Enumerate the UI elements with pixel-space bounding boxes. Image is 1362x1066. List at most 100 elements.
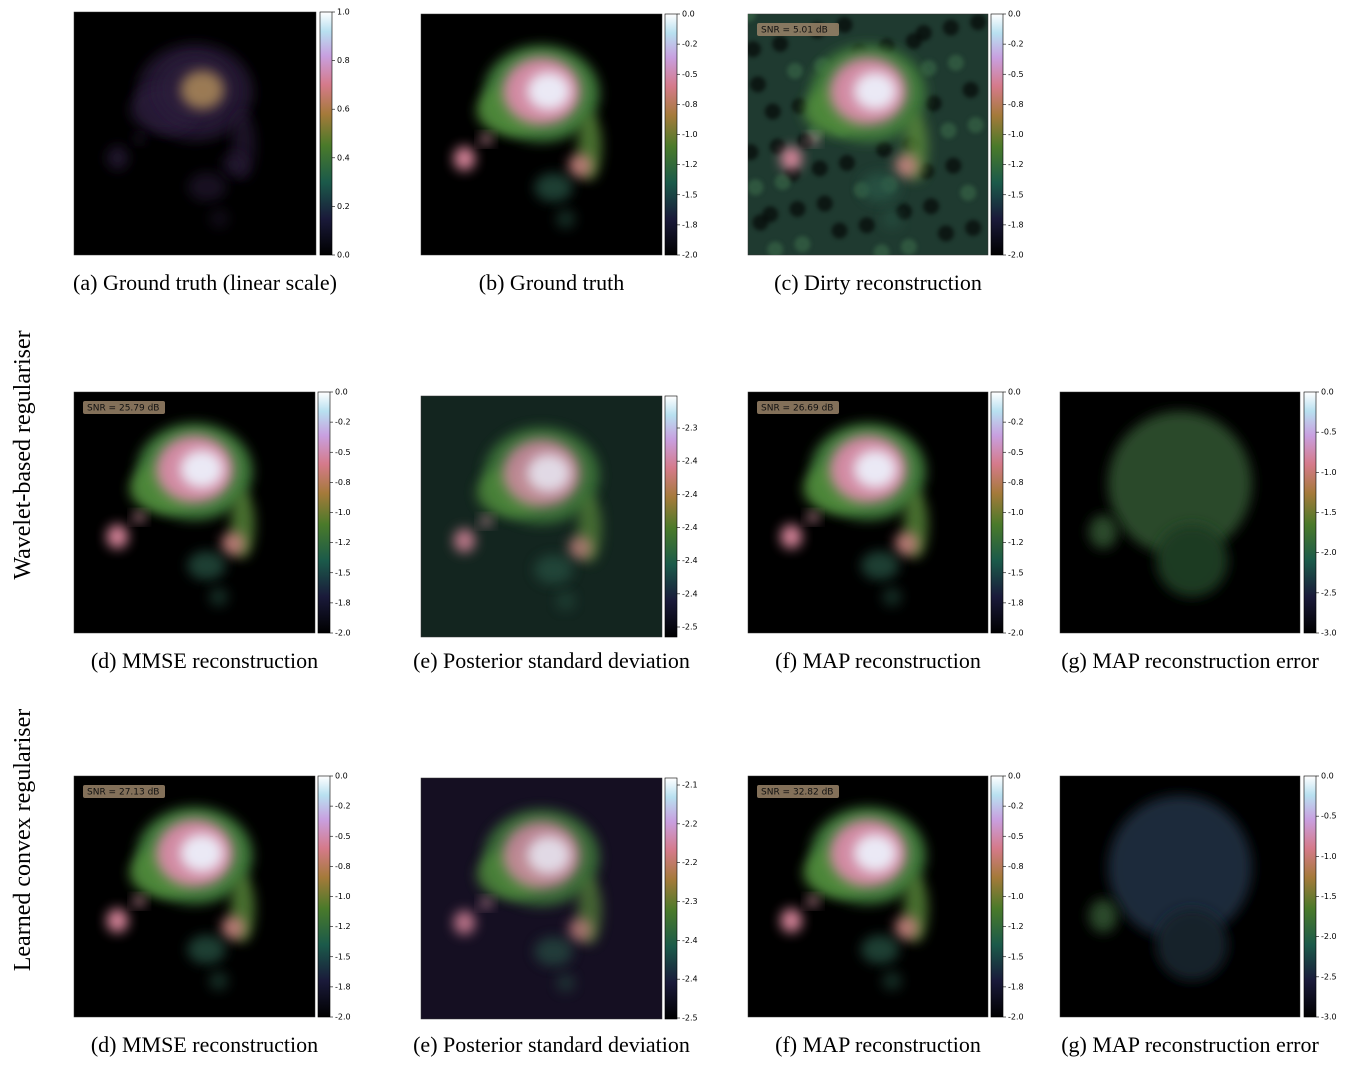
blob [209,587,228,606]
colorbar-tick-label: -1.0 [1008,508,1024,517]
noise [750,76,766,92]
blob [480,135,492,145]
blob [1089,899,1118,933]
colorbar-tick-label: -2.0 [1008,1013,1024,1022]
blob [534,555,573,584]
colorbar-tick-label: 0.0 [1008,388,1021,397]
blob [180,450,223,489]
colorbar-tick-label: -1.8 [1008,598,1024,607]
blob [209,971,228,990]
blob [454,911,476,935]
blob [854,72,897,111]
noise [960,185,976,201]
blob [480,899,492,909]
blob [527,836,570,875]
row-label: Learned convex regulariser [10,709,36,972]
caption: (d) MMSE reconstruction [91,648,318,673]
noise [789,201,805,217]
colorbar-tick-label: -1.5 [682,190,698,199]
colorbar-tick-label: -0.8 [335,862,351,871]
blob [454,529,476,553]
blob [882,971,901,990]
colorbar-tick-label: -1.5 [335,952,351,961]
colorbar [665,14,677,255]
blob [894,154,918,178]
colorbar-tick-label: -0.5 [335,448,351,457]
snr-label: SNR = 26.69 dB [761,404,833,414]
colorbar-tick-label: -1.0 [1321,468,1337,477]
colorbar-tick-label: -1.5 [1321,508,1337,517]
colorbar-tick-label: -0.5 [1008,448,1024,457]
caption: (c) Dirty reconstruction [774,270,982,295]
panel: -2.3-2.4-2.4-2.4-2.4-2.4-2.5(e) Posterio… [413,396,697,673]
blob [807,897,819,907]
colorbar-tick-label: 0.0 [682,10,695,19]
panel: 0.0-0.5-1.0-1.5-2.0-2.5-3.0(g) MAP recon… [1060,772,1337,1058]
colorbar-tick-label: -0.5 [1008,832,1024,841]
blob [854,450,897,489]
blob [882,209,901,228]
panel: 1.00.80.60.40.20.0(a) Ground truth (line… [73,8,350,296]
blob [133,513,145,523]
blob [861,935,899,964]
colorbar-tick-label: -1.2 [1008,538,1024,547]
colorbar-tick-label: -1.0 [1321,852,1337,861]
colorbar [1304,776,1316,1017]
blob [180,834,223,873]
colorbar-tick-label: -1.2 [1008,160,1024,169]
colorbar-tick-label: -0.8 [1008,100,1024,109]
colorbar-tick-label: -0.8 [1008,478,1024,487]
colorbar-tick-label: -1.0 [1008,130,1024,139]
noise [794,236,810,252]
colorbar-tick-label: -1.8 [1008,982,1024,991]
colorbar-tick-label: -1.5 [1321,892,1337,901]
blob [568,536,592,560]
blob [527,454,570,493]
blob [807,513,819,523]
blob [861,551,899,580]
blob [180,70,224,109]
panel: 0.0-0.2-0.5-0.8-1.0-1.2-1.5-1.8-2.0SNR =… [74,388,351,674]
noise [772,36,788,52]
caption: (f) MAP reconstruction [775,1032,981,1057]
snr-label: SNR = 27.13 dB [87,788,159,798]
colorbar-tick-label: -2.5 [1321,972,1337,981]
colorbar [991,776,1003,1017]
colorbar-tick-label: -2.0 [1008,629,1024,638]
colorbar [991,392,1003,633]
colorbar [665,396,677,637]
blob [1156,525,1228,597]
blob [807,135,819,145]
blob [133,134,145,144]
colorbar-tick-label: -0.2 [335,418,351,427]
noise [745,41,761,57]
blob [1089,515,1118,549]
colorbar-tick-label: -1.0 [335,508,351,517]
colorbar-tick-label: -2.2 [682,858,698,867]
colorbar-tick-label: -0.2 [682,40,698,49]
noise [859,217,875,233]
colorbar-tick-label: -2.2 [682,819,698,828]
noise [832,223,848,239]
colorbar-tick-label: -1.8 [1008,220,1024,229]
caption: (a) Ground truth (linear scale) [73,270,337,295]
noise [923,198,939,214]
noise [948,55,964,71]
blob [780,147,802,171]
colorbar-tick-label: -1.2 [335,538,351,547]
colorbar-tick-label: -1.0 [1008,892,1024,901]
colorbar-tick-label: 0.0 [337,251,350,260]
colorbar-tick-label: -2.4 [682,523,698,532]
colorbar-tick-label: 0.0 [1008,772,1021,781]
blob [1156,909,1228,981]
blob [133,897,145,907]
noise [742,144,758,160]
colorbar-tick-label: -0.5 [335,832,351,841]
colorbar-tick-label: -1.5 [335,568,351,577]
caption: (b) Ground truth [479,270,624,295]
noise [963,82,979,98]
blob [861,173,899,202]
colorbar-tick-label: -0.5 [1321,812,1337,821]
